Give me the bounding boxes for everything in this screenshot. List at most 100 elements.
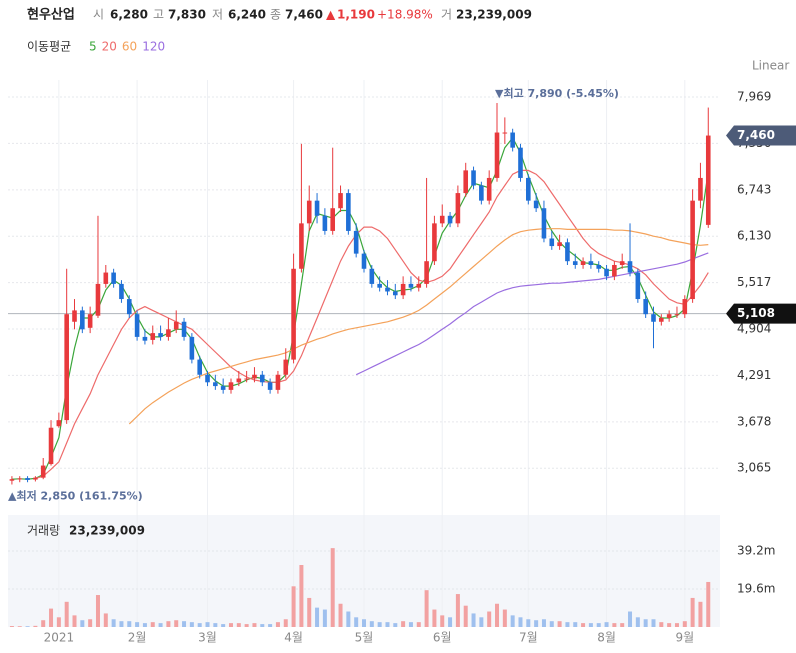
candle-body	[80, 310, 85, 330]
volume-bar	[698, 601, 703, 627]
candle-body	[690, 200, 695, 300]
volume-total: 23,239,009	[69, 524, 145, 538]
legend-entry: 20	[102, 40, 117, 54]
volume-bar	[643, 619, 648, 627]
volume-bar	[64, 601, 69, 627]
volume-bar	[182, 621, 187, 627]
quote-label: 거	[441, 8, 452, 22]
quote-label: ▲	[326, 8, 336, 22]
candle-body	[9, 479, 15, 481]
candle-body	[455, 193, 461, 224]
candle-body	[432, 223, 437, 262]
volume-bar	[565, 622, 570, 627]
y-tick-label: 4,291	[737, 368, 771, 382]
candle-body	[330, 208, 336, 231]
volume-bar	[635, 617, 640, 627]
volume-bar	[88, 619, 93, 627]
candle-body	[252, 374, 257, 379]
volume-bar	[667, 623, 672, 627]
candle-body	[119, 283, 124, 300]
candle-body	[205, 374, 210, 383]
volume-bar	[471, 613, 476, 627]
candle-body	[111, 272, 116, 284]
volume-bar	[377, 622, 382, 627]
volume-bar	[299, 564, 304, 627]
candle-body	[580, 261, 586, 265]
candle-body	[103, 272, 109, 284]
candle-body	[627, 261, 633, 273]
volume-bar	[448, 617, 453, 627]
volume-bar	[495, 603, 500, 627]
candle-body	[244, 378, 249, 380]
candle-body	[698, 177, 703, 201]
candle-body	[635, 272, 641, 300]
volume-bar	[706, 581, 711, 627]
candle-body	[291, 268, 296, 360]
volume-tick-label: 39.2m	[737, 544, 775, 558]
volume-bar	[268, 624, 273, 627]
x-tick-label: 5월	[355, 631, 374, 645]
quote-label: 종	[270, 8, 281, 22]
candle-body	[33, 477, 38, 480]
volume-bar	[17, 626, 22, 627]
candle-body	[220, 386, 226, 390]
volume-bar	[432, 609, 437, 627]
x-tick-label: 4월	[284, 631, 303, 645]
volume-bar	[604, 622, 609, 627]
candle-body	[549, 238, 555, 247]
y-tick-label: 4,904	[737, 322, 771, 336]
volume-bar	[330, 548, 335, 627]
candle-body	[588, 261, 594, 265]
volume-bar	[9, 626, 14, 627]
ma-label: 이동평균	[27, 40, 71, 54]
volume-bar	[573, 622, 578, 627]
volume-bar	[80, 620, 85, 627]
ref-price-box	[726, 303, 796, 324]
volume-bar	[228, 623, 233, 627]
volume-bar	[424, 590, 429, 627]
candle-body	[651, 314, 656, 322]
candle-body	[314, 200, 320, 216]
candle-body	[361, 253, 367, 269]
candle-body	[95, 283, 101, 316]
quote-value: 23,239,009	[456, 8, 532, 22]
candle-body	[416, 283, 422, 288]
volume-bar	[174, 620, 179, 627]
legend-entry: 5	[89, 40, 97, 54]
volume-bar	[25, 626, 30, 627]
candle-body	[134, 314, 140, 337]
candle-body	[385, 287, 390, 292]
candle-body	[40, 465, 46, 478]
volume-bar	[283, 619, 288, 627]
volume-bar	[408, 622, 413, 627]
candle-body	[369, 268, 375, 284]
candle-body	[502, 132, 508, 134]
quote-value: 7,830	[168, 8, 206, 22]
volume-bar	[95, 595, 100, 627]
quote-label: 저	[212, 8, 223, 22]
candle-body	[682, 299, 688, 315]
candle-body	[479, 185, 484, 201]
candle-body	[267, 382, 273, 390]
ref-price-box-label: 5,108	[737, 306, 775, 320]
candle-body	[299, 223, 304, 269]
volume-bar	[49, 608, 54, 627]
candle-body	[322, 215, 328, 231]
quote-value: 6,240	[228, 8, 266, 22]
volume-bar	[33, 625, 38, 627]
volume-bar	[628, 611, 633, 627]
candle-body	[25, 478, 30, 480]
candle-body	[408, 283, 414, 288]
ma-line	[35, 169, 709, 479]
volume-bar	[385, 622, 390, 627]
volume-bar	[479, 617, 484, 627]
volume-bar	[338, 603, 343, 627]
candle-body	[158, 333, 163, 337]
volume-bar	[588, 623, 593, 627]
volume-bar	[142, 623, 147, 627]
volume-tick-label: 19.6m	[737, 582, 775, 596]
candle-body	[150, 333, 156, 340]
volume-bar	[674, 623, 679, 627]
x-tick-label: 3월	[198, 631, 217, 645]
candle-body	[236, 378, 242, 383]
